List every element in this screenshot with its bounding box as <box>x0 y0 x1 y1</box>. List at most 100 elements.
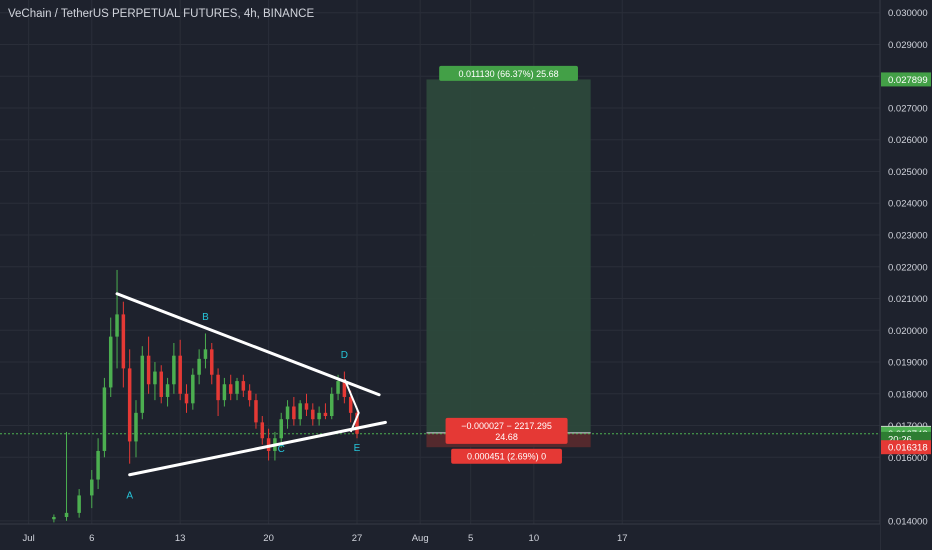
candle <box>77 489 81 518</box>
candle <box>159 365 163 404</box>
y-tick-label: 0.027000 <box>888 103 928 114</box>
candle-body <box>96 450 100 480</box>
candle <box>254 393 258 429</box>
y-tick-label: 0.023000 <box>888 231 928 242</box>
candle <box>266 428 271 461</box>
wave-arrow <box>343 379 360 433</box>
candle-body <box>52 517 56 520</box>
candle-body <box>127 368 132 442</box>
profit-zone <box>426 79 591 433</box>
y-tick-label: 0.020000 <box>888 326 928 337</box>
candle <box>108 317 113 397</box>
x-tick-label: 13 <box>175 533 186 544</box>
profit-badge: 0.011130 (66.37%) 25.68 <box>439 65 578 81</box>
y-tick-label: 0.019000 <box>888 358 928 369</box>
profit-badge-bg <box>439 65 578 81</box>
candle <box>355 406 359 439</box>
candle <box>140 346 145 420</box>
candle-body <box>184 393 189 404</box>
wave-label-e: E <box>354 443 361 454</box>
candle <box>342 371 347 404</box>
candle <box>210 342 214 385</box>
candle <box>197 349 201 385</box>
y-tick-label: 0.029000 <box>888 40 928 51</box>
candle-body <box>235 381 239 394</box>
candle-body <box>153 371 157 385</box>
price-tag-stop <box>881 440 931 455</box>
candle <box>52 514 56 523</box>
trend-line-upper <box>115 292 381 397</box>
candle-body <box>311 409 315 420</box>
candle-body <box>102 387 107 451</box>
candle <box>317 406 321 426</box>
candle-body <box>241 381 246 391</box>
candle-body <box>108 336 113 388</box>
candle <box>241 374 246 397</box>
x-tick-label: 10 <box>529 533 540 544</box>
stop-badge-text: 0.000451 (2.69%) 0 <box>467 452 546 462</box>
candle-body <box>90 479 94 496</box>
candle <box>222 377 227 407</box>
candle <box>203 333 208 369</box>
candle-body <box>64 512 69 518</box>
candle-body <box>304 403 309 410</box>
y-tick-label: 0.021000 <box>888 294 928 305</box>
candle <box>134 400 138 458</box>
candle <box>228 374 233 401</box>
candle <box>235 377 239 401</box>
candle-body <box>210 349 214 375</box>
candle-body <box>172 355 176 385</box>
candle <box>330 387 334 420</box>
candle-body <box>355 412 359 434</box>
pnl-badge-text: 24.68 <box>495 432 518 442</box>
candle <box>311 403 315 426</box>
candle <box>184 384 189 413</box>
candle <box>298 400 302 426</box>
x-tick-label: 6 <box>89 533 94 544</box>
candle-body <box>323 412 328 417</box>
candle-body <box>285 406 290 420</box>
price-tag-target <box>881 72 931 87</box>
wave-label-b: B <box>202 312 209 323</box>
price-tag-text-countdown: 20:26 <box>888 434 912 445</box>
candle-body <box>197 358 201 375</box>
y-tick-label: 0.022000 <box>888 262 928 273</box>
candle-body <box>222 384 227 401</box>
trend-line-lower <box>128 420 387 477</box>
price-tag-text-target: 0.027899 <box>888 75 928 86</box>
candle-body <box>342 381 347 397</box>
time-axis: Jul 6 13 20 27 Aug 5 10 17 <box>0 523 880 550</box>
candle-body <box>260 422 265 439</box>
candle <box>247 384 252 407</box>
pnl-badge-text: −0.000027 − 2217.295 <box>461 421 552 431</box>
y-tick-label: 0.026000 <box>888 135 928 146</box>
candle <box>165 377 170 407</box>
candle <box>153 362 157 401</box>
candle <box>285 400 290 429</box>
candle-body <box>254 400 258 423</box>
stop-badge: 0.000451 (2.69%) 0 <box>451 448 562 464</box>
candle <box>323 403 328 420</box>
candle-body <box>279 419 283 439</box>
candle <box>121 301 126 388</box>
time-axis-bg <box>0 524 880 550</box>
x-tick-label: 5 <box>468 533 473 544</box>
x-tick-label: 17 <box>617 533 628 544</box>
candle <box>102 377 107 458</box>
y-tick-label: 0.018000 <box>888 389 928 400</box>
y-tick-label: 0.016000 <box>888 453 928 464</box>
x-tick-label: Jul <box>23 533 35 544</box>
y-tick-label: 0.025000 <box>888 167 928 178</box>
candle <box>304 393 309 417</box>
candle-body <box>298 403 302 420</box>
candle-body <box>292 406 296 420</box>
candle-body <box>134 412 138 442</box>
candle-body <box>336 381 340 394</box>
x-tick-label: 20 <box>263 533 274 544</box>
candle <box>172 342 176 394</box>
candle-body <box>165 384 170 397</box>
x-tick-label: 27 <box>352 533 363 544</box>
candle <box>96 438 100 490</box>
